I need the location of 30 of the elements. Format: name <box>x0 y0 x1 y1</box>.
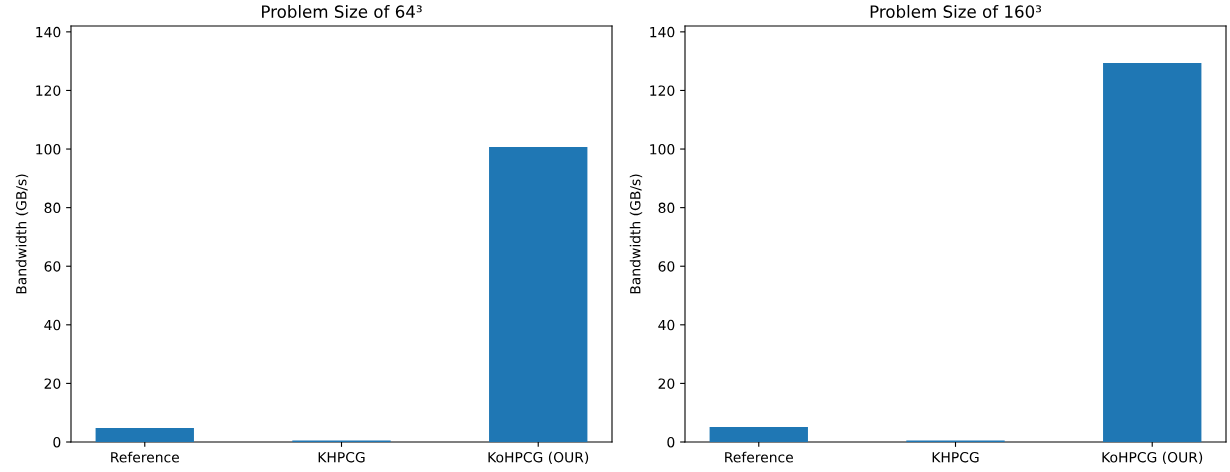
chart-title: Problem Size of 64³ <box>262 5 422 18</box>
y-tick-label: 60 <box>658 261 675 272</box>
x-tick-label: Reference <box>111 451 179 463</box>
bar <box>95 427 194 442</box>
y-tick-label: 40 <box>44 319 61 331</box>
y-tick-label: 80 <box>44 202 61 214</box>
bar <box>489 146 588 442</box>
chart-title: Problem Size of 160³ <box>870 5 1042 18</box>
x-tick-label: KHPCG <box>318 451 365 463</box>
bar <box>709 427 808 442</box>
y-tick-label: 100 <box>36 144 61 155</box>
y-tick-label: 120 <box>650 85 675 96</box>
y-tick-label: 20 <box>44 378 61 389</box>
y-tick-label: 140 <box>36 26 61 38</box>
y-tick-label: 100 <box>650 144 675 155</box>
y-tick-label: 40 <box>658 319 675 331</box>
y-tick-label: 0 <box>667 436 675 448</box>
y-axis-title: Bandwidth (GB/s) <box>15 174 29 294</box>
y-axis-title: Bandwidth (GB/s) <box>629 174 643 294</box>
x-tick-label: KHPCG <box>932 451 979 463</box>
y-tick-label: 60 <box>44 261 61 272</box>
x-tick-label: KoHPCG (OUR) <box>1102 451 1203 465</box>
y-tick-label: 120 <box>36 85 61 96</box>
x-tick-label: KoHPCG (OUR) <box>488 451 589 465</box>
y-tick-label: 80 <box>658 202 675 214</box>
y-tick-label: 20 <box>658 378 675 389</box>
y-tick-label: 0 <box>53 436 61 448</box>
y-tick-label: 140 <box>650 26 675 38</box>
x-tick-label: Reference <box>725 451 793 463</box>
bar <box>1103 62 1202 442</box>
